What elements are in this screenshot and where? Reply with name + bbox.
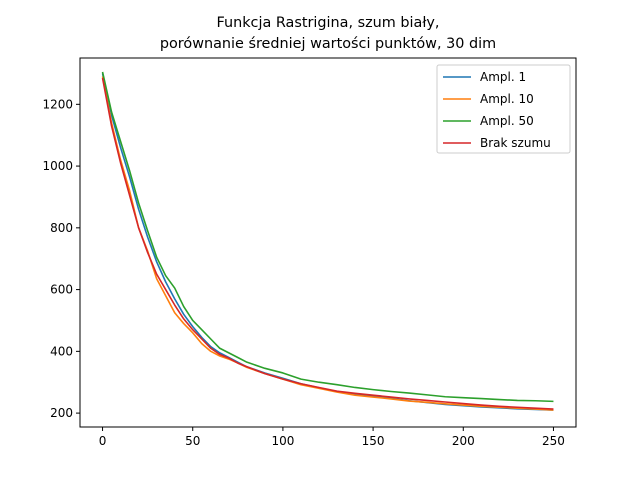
- legend-label: Ampl. 10: [480, 92, 534, 106]
- x-tick-label: 250: [542, 434, 565, 448]
- x-tick-label: 50: [185, 434, 200, 448]
- legend-label: Ampl. 1: [480, 70, 526, 84]
- y-tick-label: 1200: [42, 97, 73, 111]
- y-tick-label: 600: [50, 283, 73, 297]
- legend-box: [436, 64, 571, 154]
- plot-area-frame: [79, 57, 577, 428]
- y-tick-label: 1000: [42, 159, 73, 173]
- series-line-3: [101, 71, 554, 403]
- axis-ticks: 0 50 100 150 200 250 200 400 600 800 1000 1200: [42, 97, 564, 448]
- x-tick-label: 200: [452, 434, 475, 448]
- x-tick-label: 150: [362, 434, 385, 448]
- legend-label: Ampl. 50: [480, 114, 534, 128]
- chart-subtitle: porównanie średniej wartości punktów, 30…: [160, 36, 496, 52]
- series-lines: [101, 71, 554, 411]
- legend: Ampl. 1 Ampl. 10 Ampl. 50 Brak szumu: [436, 64, 571, 154]
- y-tick-label: 800: [50, 221, 73, 235]
- x-tick-label: 100: [271, 434, 294, 448]
- series-line-4: [101, 77, 554, 410]
- y-tick-label: 200: [50, 406, 73, 420]
- x-tick-label: 0: [99, 434, 107, 448]
- y-tick-label: 400: [50, 344, 73, 358]
- legend-label: Brak szumu: [480, 136, 551, 150]
- chart-title: Funkcja Rastrigina, szum biały,: [216, 15, 439, 31]
